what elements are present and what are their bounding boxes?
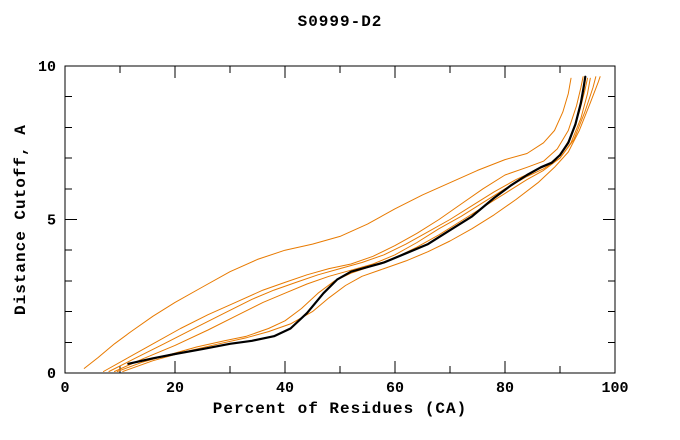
x-tick-label: 80: [496, 380, 514, 397]
orange-curve-2: [103, 76, 584, 372]
y-tick-label: 0: [47, 366, 56, 383]
orange-curve-4: [114, 77, 591, 372]
y-tick-label: 5: [47, 213, 56, 230]
orange-curve-6: [122, 76, 601, 372]
axis-box: [64, 65, 616, 374]
y-tick-label: 10: [38, 59, 56, 76]
x-tick-label: 20: [166, 380, 184, 397]
x-tick-label: 40: [276, 380, 294, 397]
x-axis-label: Percent of Residues (CA): [212, 400, 468, 418]
orange-curve-5: [116, 76, 597, 372]
chart-title: S0999-D2: [297, 13, 383, 31]
y-axis-label: Distance Cutoff, A: [12, 124, 30, 315]
black-curve: [127, 75, 587, 365]
x-tick-label: 100: [601, 380, 628, 397]
x-tick-label: 0: [60, 380, 69, 397]
orange-curve-3: [108, 77, 588, 372]
orange-curve-1: [83, 77, 572, 369]
x-tick-label: 60: [386, 380, 404, 397]
